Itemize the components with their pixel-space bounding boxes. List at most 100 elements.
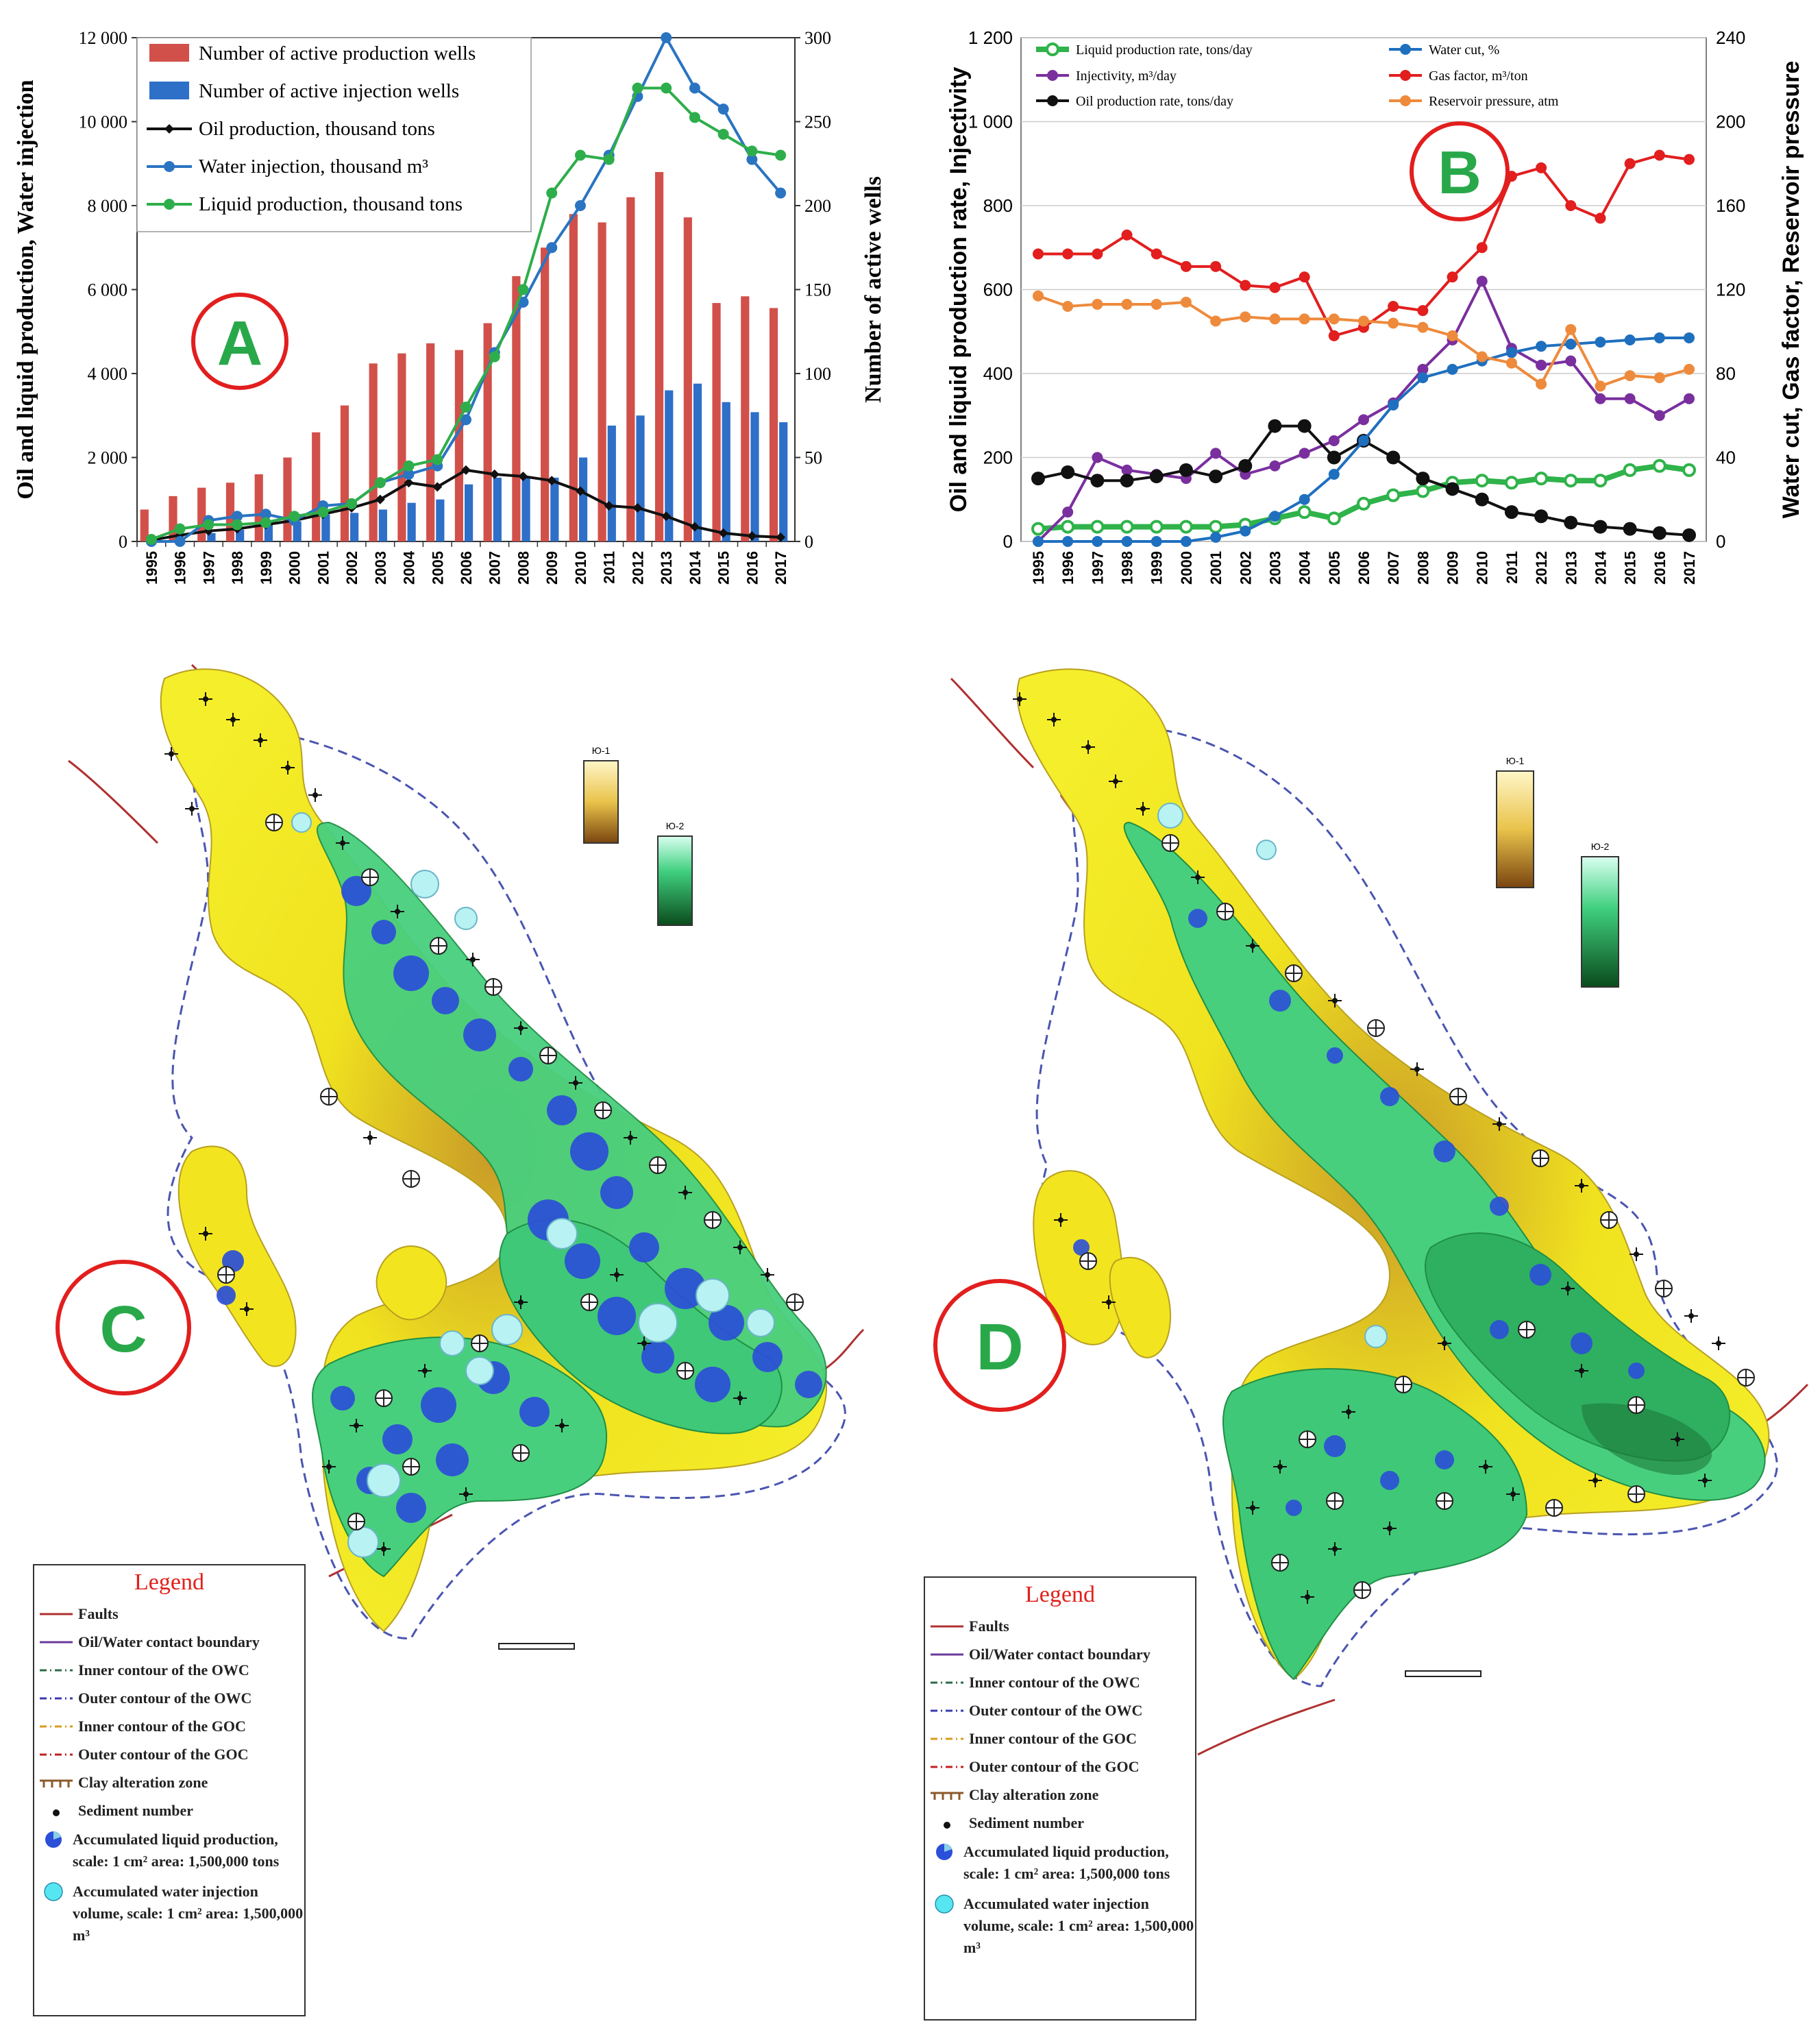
legend-item-label: Accumulated liquid production, scale: 1 … — [963, 1843, 1170, 1882]
series-point-b-2 — [1179, 463, 1193, 477]
y-tick-label: 6 000 — [88, 280, 128, 300]
series-point-b-2 — [1623, 522, 1637, 536]
bar-injection-wells — [378, 509, 387, 541]
series-point-a-1 — [546, 242, 558, 254]
well-dot — [1346, 1409, 1351, 1415]
series-point-b-3 — [1447, 363, 1458, 375]
series-point-a-0 — [661, 511, 672, 522]
legend-symbol-svg — [944, 1821, 950, 1829]
legend-symbol-svg — [40, 1779, 73, 1787]
series-point-a-1 — [403, 469, 415, 480]
series-point-b-4 — [1033, 248, 1044, 260]
series-point-b-3 — [1121, 536, 1133, 547]
legend-item-label: Accumulated water injection volume, scal… — [73, 1882, 304, 1944]
series-point-a-1 — [174, 536, 186, 547]
well-dot — [340, 840, 345, 846]
legend-item: Oil/Water contact boundary — [925, 1640, 1195, 1668]
series-point-b-0 — [1652, 459, 1667, 473]
y2-tick-label: 200 — [1716, 112, 1745, 132]
series-point-b-5 — [1299, 313, 1310, 325]
legend-item: Inner contour of the GOC — [925, 1724, 1195, 1753]
well-dot — [1702, 1478, 1708, 1483]
y2-tick-label: 300 — [804, 28, 831, 48]
legend-b: Liquid production rate, tons/day Injectiv… — [1036, 42, 1559, 109]
panel-b-chart: 0 200 400 600 800 1 000 1 200 0 40 80 120 160 200 240… — [918, 0, 1820, 617]
x-tick-label: 2009 — [1444, 551, 1462, 585]
legend-symbol — [925, 1893, 963, 1914]
x-tick-label: 2012 — [629, 551, 646, 585]
legend-dot — [53, 1809, 60, 1816]
legend-dot — [944, 1821, 950, 1829]
map-scale-bar — [1405, 1670, 1481, 1677]
y2-tick-label: 250 — [804, 112, 831, 132]
series-point-b-3 — [1062, 536, 1074, 547]
well-dot — [628, 1135, 633, 1140]
series-point-b-4 — [1240, 280, 1251, 291]
well-symbols — [164, 692, 804, 1556]
panel-a-circle — [191, 293, 288, 390]
bar-injection-wells — [550, 477, 559, 541]
map-d: D Ю-1 Ю-2 — [933, 668, 1809, 1756]
well-dot — [1085, 744, 1091, 750]
series-point-b-2 — [1149, 469, 1164, 484]
series-point-b-5 — [1092, 298, 1103, 310]
legend-symbol-svg — [40, 1753, 73, 1755]
panel-c-letter: C — [99, 1293, 147, 1366]
well-dot — [559, 1423, 565, 1428]
bar-injection-wells — [693, 383, 702, 541]
y-tick-label: 10 000 — [79, 112, 128, 132]
bar-injection-wells — [293, 521, 302, 541]
legend-b-marker — [1047, 70, 1058, 81]
x-tick-label: 1998 — [229, 551, 246, 585]
series-point-b-2 — [1593, 520, 1608, 534]
legend-symbol-svg — [931, 1737, 963, 1740]
series-point-b-3 — [1505, 347, 1517, 358]
green-water-zone — [1222, 1368, 1528, 1681]
well-dot — [1483, 1464, 1488, 1469]
bar-injection-wells — [493, 477, 502, 541]
legend-item: Inner contour of the GOC — [34, 1712, 304, 1740]
y2-axis-title: Number of active wells — [861, 176, 886, 403]
y-tick-label: 12 000 — [79, 28, 128, 48]
dark-green-zone — [1582, 1403, 1712, 1475]
series-point-b-2 — [1652, 526, 1667, 540]
bar-injection-wells — [321, 514, 330, 541]
series-point-b-5 — [1269, 313, 1281, 325]
legend-b-label: Injectivity, m³/day — [1076, 69, 1177, 84]
legend-item-label: Faults — [78, 1604, 119, 1622]
well-dot — [1442, 1341, 1447, 1346]
series-point-a-1 — [689, 82, 700, 94]
bar-production-wells — [140, 509, 149, 541]
legend-item: Inner contour of the OWC — [925, 1668, 1195, 1696]
series-point-b-1 — [1565, 355, 1577, 367]
legend-item: Clay alteration zone — [925, 1781, 1195, 1809]
y-axis-title: Oil and liquid production rate, Injectiv… — [946, 66, 972, 512]
x-tick-label: 2002 — [1237, 551, 1254, 585]
map-scale-bar — [498, 1643, 575, 1650]
legend-item-label: Inner contour of the GOC — [78, 1717, 246, 1735]
well-dot — [381, 1546, 386, 1552]
series-point-a-2 — [574, 149, 586, 161]
legend-item-label: Inner contour of the GOC — [969, 1729, 1137, 1747]
series-point-b-0 — [1416, 484, 1430, 498]
legend-a-marker — [164, 124, 174, 134]
well-dot — [682, 1190, 688, 1195]
series-point-b-5 — [1417, 321, 1429, 333]
series-point-b-2 — [1268, 419, 1282, 433]
legend-item-label: Outer contour of the OWC — [969, 1701, 1143, 1719]
series-point-a-2 — [288, 511, 300, 522]
series-point-a-0 — [718, 528, 728, 538]
well-dot — [367, 1135, 373, 1140]
legend-title: Legend — [134, 1570, 204, 1595]
legend-a-label: Water injection, thousand m³ — [199, 156, 428, 178]
bar-injection-wells — [207, 533, 216, 541]
y-tick-label: 400 — [983, 363, 1013, 384]
bar-injection-wells — [607, 425, 616, 541]
series-point-a-1 — [775, 187, 787, 199]
y2-tick-label: 160 — [1716, 195, 1745, 216]
legend-item: Accumulated water injection volume, scal… — [34, 1877, 304, 1951]
series-point-b-1 — [1210, 448, 1222, 459]
series-point-a-0 — [432, 482, 443, 492]
bar-production-wells — [454, 350, 463, 541]
y-tick-label: 8 000 — [88, 196, 128, 216]
